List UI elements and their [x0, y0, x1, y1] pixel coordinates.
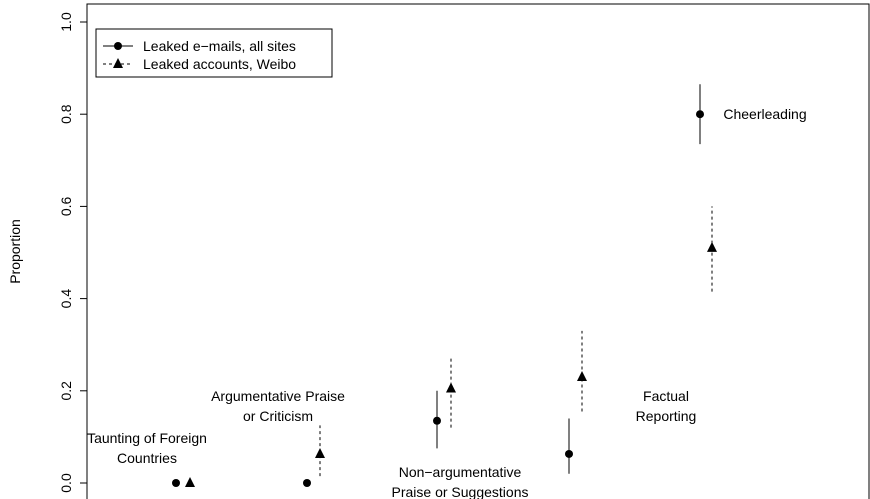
data-marks	[172, 84, 717, 487]
category-label: Taunting of Foreign	[87, 430, 207, 446]
category-label: or Criticism	[243, 408, 313, 424]
category-label: Factual	[643, 388, 689, 404]
y-tick-label: 0.2	[58, 381, 74, 401]
y-tick-label: 0.4	[58, 289, 74, 309]
triangle-marker	[315, 447, 325, 458]
category-label: Non−argumentative	[399, 464, 522, 480]
circle-marker	[696, 110, 704, 119]
y-tick-label: 1.0	[58, 12, 74, 32]
circle-marker	[303, 479, 311, 487]
y-tick-label: 0.6	[58, 196, 74, 216]
circle-marker	[565, 449, 573, 458]
y-tick-label: 0.0	[58, 473, 74, 493]
axes: 0.0 0.2 0.4 0.6 0.8 1.0 Proportion	[7, 3, 870, 499]
triangle-marker	[707, 241, 717, 252]
circle-marker	[433, 416, 441, 425]
category-label: Praise or Suggestions	[392, 484, 529, 499]
circle-marker	[114, 42, 122, 50]
y-axis-label: Proportion	[7, 219, 23, 284]
plot-frame	[86, 3, 870, 499]
category-label: Argumentative Praise	[211, 388, 345, 404]
legend-label: Leaked e−mails, all sites	[143, 38, 296, 54]
legend-box	[95, 28, 333, 78]
category-label: Reporting	[636, 408, 697, 424]
legend-label: Leaked accounts, Weibo	[143, 56, 296, 72]
triangle-marker	[446, 382, 456, 393]
triangle-marker	[185, 477, 195, 487]
triangle-marker	[113, 58, 123, 68]
category-label: Countries	[117, 450, 177, 466]
triangle-marker	[577, 370, 587, 381]
category-label: Cheerleading	[723, 106, 806, 122]
legend: Leaked e−mails, all sites Leaked accounts…	[95, 28, 333, 78]
y-tick-label: 0.8	[58, 104, 74, 124]
circle-marker	[172, 479, 180, 487]
category-labels: Taunting of Foreign Countries Argumentativ…	[87, 106, 807, 499]
